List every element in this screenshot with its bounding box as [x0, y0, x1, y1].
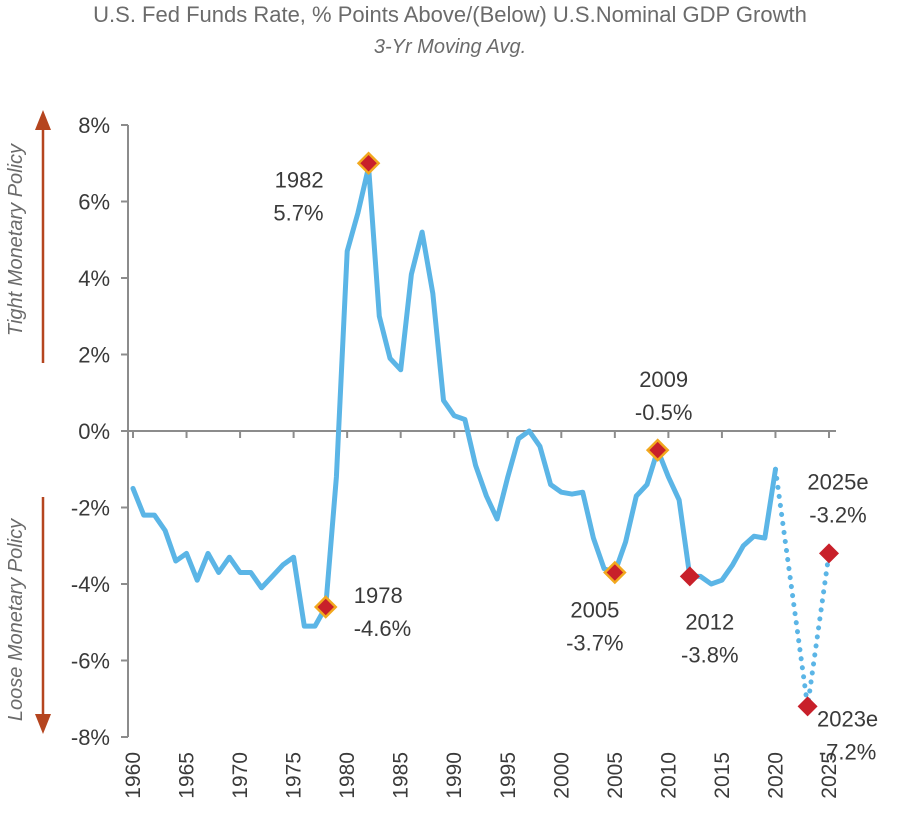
forecast-line	[773, 466, 832, 709]
series	[130, 164, 832, 709]
chart-title: U.S. Fed Funds Rate, % Points Above/(Bel…	[93, 2, 807, 27]
y-tick-label: 0%	[78, 419, 110, 444]
y-tick-label: 4%	[78, 266, 110, 291]
marker-1982	[356, 151, 381, 176]
axes: 8% 6% 4% 2% 0% -2% -4% -6% -8% 1960 1965 1970 1975 19…	[71, 113, 841, 799]
annotation-year: 2023e	[817, 706, 878, 731]
annotation-year: 2009	[639, 367, 688, 392]
y-tick-label: 8%	[78, 113, 110, 138]
annotation-value: -0.5%	[635, 400, 692, 425]
annotation-value: -3.8%	[681, 642, 738, 667]
loose-policy-label: Loose Monetary Policy	[5, 518, 27, 721]
history-line	[130, 164, 778, 629]
loose-arrow-head	[35, 714, 51, 734]
annotation-year: 1978	[354, 583, 403, 608]
markers	[313, 151, 839, 717]
y-tick-label: -8%	[71, 725, 110, 750]
x-tick-label: 2015	[711, 752, 734, 799]
x-tick-label: 1995	[497, 752, 520, 799]
annotation-value: -3.7%	[566, 631, 623, 656]
annotation-year: 1982	[275, 167, 324, 192]
annotation-year: 2025e	[807, 469, 868, 494]
marker-2012	[679, 566, 700, 587]
y-tick-label: -4%	[71, 572, 110, 597]
x-tick-label: 1990	[443, 752, 466, 799]
marker-2023e	[797, 696, 818, 717]
y-tick-label: -2%	[71, 496, 110, 521]
marker-2025e	[819, 543, 839, 564]
x-tick-label: 1980	[336, 752, 359, 799]
marker-1978	[313, 595, 338, 619]
y-tick-label: 6%	[78, 190, 110, 215]
policy-side-labels: Tight Monetary Policy Loose Monetary Poli…	[5, 110, 51, 734]
annotation-value: -3.2%	[809, 502, 866, 527]
x-tick-label: 2005	[604, 752, 627, 799]
x-tick-label: 1965	[176, 752, 199, 799]
annotations: 1978 -4.6% 1982 5.7% 2005 -3.7% 2009 -0.5% 2012 -…	[273, 167, 878, 764]
annotation-year: 2005	[570, 598, 619, 623]
annotation-value: -7.2%	[819, 739, 876, 764]
x-tick-label: 1960	[122, 752, 145, 799]
y-tick-label: -6%	[71, 649, 110, 674]
x-tick-label: 2020	[764, 752, 787, 799]
x-tick-label: 2010	[657, 752, 680, 799]
annotation-year: 2012	[685, 609, 734, 634]
tight-arrow-head	[35, 110, 51, 130]
x-tick-label: 1975	[283, 752, 306, 799]
annotation-value: 5.7%	[273, 200, 323, 225]
marker-2009	[645, 438, 670, 462]
tight-policy-label: Tight Monetary Policy	[5, 143, 27, 336]
y-tick-label: 2%	[78, 343, 110, 368]
x-tick-label: 1970	[229, 752, 252, 799]
chart-subtitle: 3-Yr Moving Avg.	[373, 36, 527, 58]
x-tick-label: 2025	[818, 752, 841, 799]
marker-2005	[603, 560, 627, 585]
x-tick-label: 2000	[550, 752, 573, 799]
x-tick-label: 1985	[390, 752, 413, 799]
annotation-value: -4.6%	[354, 616, 411, 641]
